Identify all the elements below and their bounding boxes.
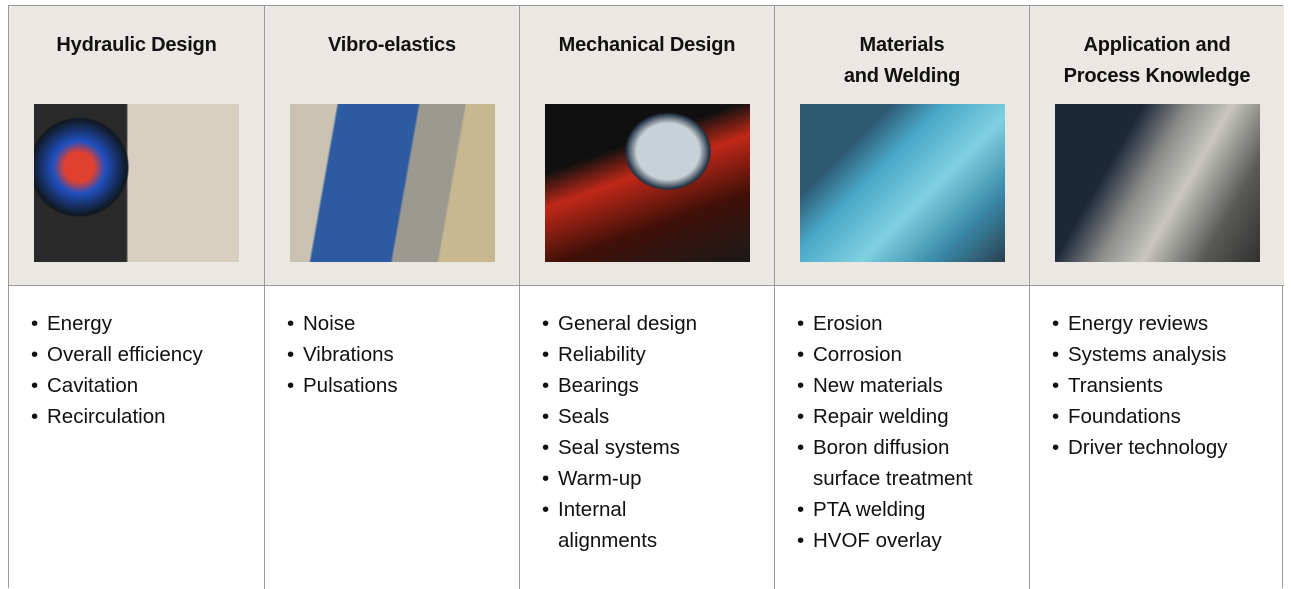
- bullet-list: Energy reviewsSystems analysisTransients…: [1030, 308, 1228, 463]
- bullet-item: Transients: [1052, 370, 1228, 401]
- bullet-item: Boron diffusion surface treatment: [797, 432, 973, 494]
- bullet-item: Repair welding: [797, 401, 973, 432]
- bullet-item: Cavitation: [31, 370, 203, 401]
- photo: [545, 104, 750, 262]
- column-header: Hydraulic Design: [9, 6, 264, 286]
- bullet-item: Overall efficiency: [31, 339, 203, 370]
- bullet-item: HVOF overlay: [797, 525, 973, 556]
- column-title: Mechanical Design: [558, 34, 736, 56]
- photo: [290, 104, 495, 262]
- bullet-item: PTA welding: [797, 494, 973, 525]
- bullet-item: New materials: [797, 370, 973, 401]
- column: Mechanical Design General designReliabili…: [519, 6, 774, 589]
- bullet-item: Driver technology: [1052, 432, 1228, 463]
- bullet-item: Recirculation: [31, 401, 203, 432]
- bullet-item: Systems analysis: [1052, 339, 1228, 370]
- bullet-item: Corrosion: [797, 339, 973, 370]
- column-title: Vibro-elastics: [327, 34, 456, 56]
- column: Hydraulic Design EnergyOverall efficiency…: [9, 6, 264, 589]
- column: Application and Process Knowledge Energy …: [1029, 6, 1284, 589]
- bullet-item: Energy: [31, 308, 203, 339]
- column-title: Application and Process Knowledge: [1063, 34, 1251, 87]
- capability-table: Hydraulic Design EnergyOverall efficiency…: [8, 5, 1284, 589]
- photo: [800, 104, 1005, 262]
- bullet-item: Noise: [287, 308, 398, 339]
- bullet-item: Erosion: [797, 308, 973, 339]
- bullet-item: General design: [542, 308, 697, 339]
- bullet-list: General designReliabilityBearingsSealsSe…: [520, 308, 697, 556]
- photo: [34, 104, 239, 262]
- column-header: Materials and Welding: [775, 6, 1029, 286]
- photo: [1055, 104, 1260, 262]
- bullet-item: Energy reviews: [1052, 308, 1228, 339]
- column-header: Vibro-elastics: [265, 6, 519, 286]
- bullet-list: EnergyOverall efficiencyCavitationRecirc…: [9, 308, 203, 432]
- column-header: Mechanical Design: [520, 6, 774, 286]
- bullet-list: NoiseVibrationsPulsations: [265, 308, 398, 401]
- bullet-item: Vibrations: [287, 339, 398, 370]
- column-title: Hydraulic Design: [56, 34, 217, 56]
- bullet-item: Foundations: [1052, 401, 1228, 432]
- column: Vibro-elastics NoiseVibrationsPulsations: [264, 6, 519, 589]
- bullet-item: Bearings: [542, 370, 697, 401]
- bullet-item: Seals: [542, 401, 697, 432]
- column-header: Application and Process Knowledge: [1030, 6, 1284, 286]
- column: Materials and Welding ErosionCorrosionNew…: [774, 6, 1029, 589]
- bullet-item: Warm-up: [542, 463, 697, 494]
- bullet-item: Reliability: [542, 339, 697, 370]
- bullet-item: Pulsations: [287, 370, 398, 401]
- column-title: Materials and Welding: [843, 34, 961, 87]
- bullet-item: Internal alignments: [542, 494, 697, 556]
- bullet-list: ErosionCorrosionNew materialsRepair weld…: [775, 308, 973, 556]
- bullet-item: Seal systems: [542, 432, 697, 463]
